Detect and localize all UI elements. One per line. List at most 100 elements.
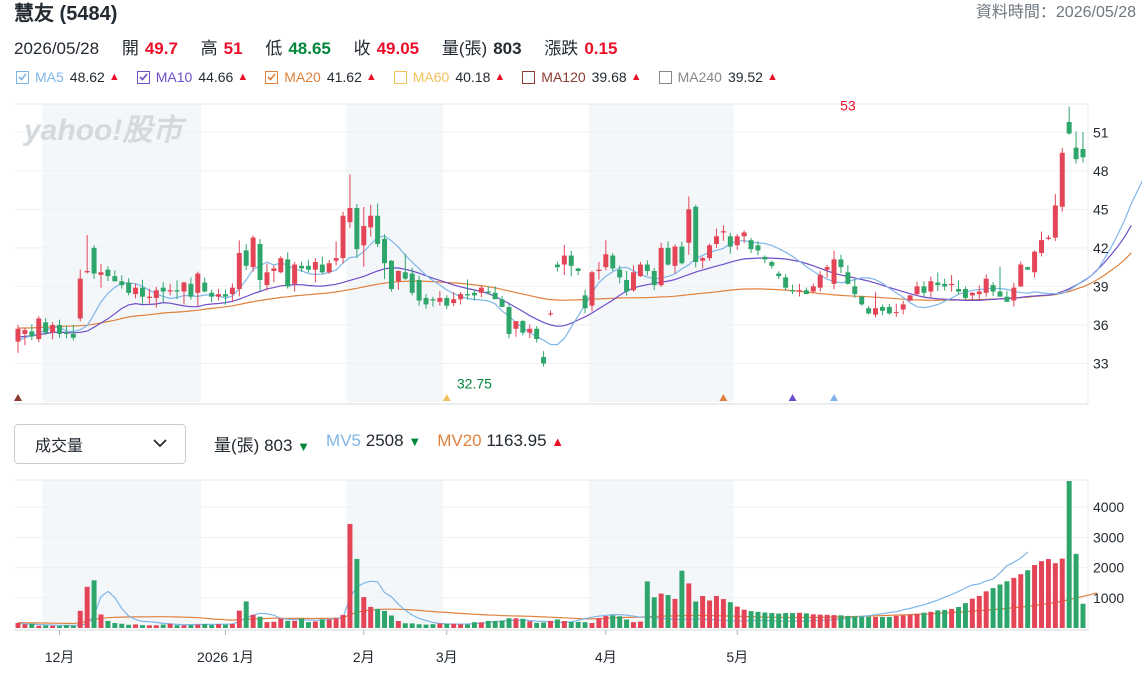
volume-bar: [679, 570, 685, 628]
legend-value: 39.68: [591, 69, 627, 85]
volume-bar: [582, 622, 588, 628]
candle-body: [1011, 287, 1017, 301]
candle-body: [790, 290, 796, 292]
checkbox-icon[interactable]: [522, 70, 536, 84]
candle-body: [831, 259, 837, 284]
yahoo-watermark: yahoo!股市: [22, 113, 187, 147]
candle-body: [416, 279, 422, 301]
volume-bar: [561, 620, 567, 628]
mv20-stat: MV20 1163.95 ▲: [437, 431, 564, 456]
legend-value: 39.52: [727, 69, 763, 85]
candle-body: [707, 245, 713, 259]
volume-bar: [596, 618, 602, 628]
volume-bar: [769, 613, 775, 628]
candle-body: [126, 282, 132, 293]
vol-label: 量(張): [214, 436, 260, 455]
close-label: 收: [353, 39, 371, 58]
volume-bar: [956, 607, 962, 628]
candle-body: [810, 286, 816, 292]
candle-body: [202, 282, 208, 292]
legend-ma10[interactable]: MA10 44.66 ▲: [136, 69, 248, 85]
volume-bar: [1011, 577, 1017, 628]
legend-ma240[interactable]: MA240 39.52 ▲: [658, 69, 778, 85]
volume-bar: [554, 619, 560, 628]
volume-bar: [624, 619, 630, 628]
candle-body: [624, 279, 630, 292]
ma-legend: MA5 48.62 ▲ MA10 44.66 ▲ MA20 41.62 ▲ MA60 40.18 ▲ M…: [16, 69, 795, 85]
candle-body: [838, 259, 844, 268]
price-tick-label: 33: [1093, 355, 1109, 371]
volume-bar: [451, 623, 457, 628]
candle-body: [1004, 296, 1010, 302]
volume-bar: [727, 602, 733, 628]
checkbox-icon[interactable]: [393, 70, 407, 84]
candle-body: [1052, 205, 1058, 238]
candle-body: [181, 282, 187, 292]
volume-bar: [686, 583, 692, 628]
month-label: 4月: [595, 649, 617, 665]
checkbox-icon[interactable]: [658, 70, 672, 84]
candle-body: [527, 328, 533, 333]
volume-bar: [292, 620, 298, 628]
candle-body: [326, 263, 332, 273]
candle-body: [1032, 251, 1038, 273]
candle-body: [803, 290, 809, 295]
candle-body: [388, 260, 394, 289]
volume-bar: [209, 625, 215, 628]
candle-body: [84, 270, 90, 273]
open-label: 開: [121, 39, 139, 58]
volume-bar: [962, 603, 968, 628]
price-tick-label: 51: [1093, 124, 1109, 140]
legend-name: MA240: [677, 69, 722, 85]
legend-ma60[interactable]: MA60 40.18 ▲: [393, 69, 505, 85]
chevron-down-icon: [153, 435, 167, 453]
volume-bar: [250, 614, 256, 628]
candle-body: [796, 290, 802, 292]
volume-bar: [838, 615, 844, 628]
volume-bar: [63, 625, 69, 628]
legend-name: MA120: [541, 69, 586, 85]
checkbox-icon[interactable]: [265, 70, 279, 84]
volume-bar: [216, 624, 222, 628]
volume-tick-label: 2000: [1093, 560, 1124, 576]
price-tick-label: 36: [1093, 317, 1109, 333]
checkbox-icon[interactable]: [16, 70, 29, 84]
volume-bar: [395, 621, 401, 628]
candle-body: [969, 292, 975, 296]
checkbox-icon[interactable]: [136, 70, 150, 84]
volume-bar: [852, 616, 858, 628]
price-tick-label: 48: [1093, 163, 1109, 179]
volume-bar: [333, 618, 339, 628]
legend-name: MA20: [284, 69, 321, 85]
volume-bar: [382, 610, 388, 628]
candle-body: [112, 276, 118, 282]
volume-bar: [914, 613, 920, 628]
candle-body: [57, 324, 62, 334]
candle-body: [437, 297, 443, 302]
candle-body: [866, 308, 872, 314]
candle-body: [333, 258, 339, 261]
volume-bar: [845, 615, 851, 628]
volume-bar: [693, 601, 699, 628]
volume-bar: [520, 618, 526, 628]
legend-ma20[interactable]: MA20 41.62 ▲: [265, 69, 377, 85]
candle-body: [146, 296, 152, 298]
volume-bar: [527, 621, 533, 628]
volume-bar: [57, 625, 62, 628]
volume-bar: [492, 621, 498, 628]
candle-body: [36, 318, 42, 340]
volume-bar: [195, 624, 201, 628]
volume-bar: [368, 606, 374, 628]
month-shade: [42, 480, 202, 628]
up-arrow-icon: ▲: [108, 71, 120, 83]
volume-bar: [1004, 581, 1010, 628]
volume-tick-label: 3000: [1093, 529, 1124, 545]
candle-body: [139, 287, 145, 297]
legend-ma120[interactable]: MA120 39.68 ▲: [522, 69, 642, 85]
candle-body: [900, 304, 906, 310]
quote-date: 2026/05/28: [14, 39, 100, 58]
indicator-select[interactable]: 成交量: [14, 424, 186, 464]
volume-bar: [326, 619, 332, 628]
legend-ma5[interactable]: MA5 48.62 ▲: [16, 69, 120, 85]
candle-body: [299, 265, 305, 269]
